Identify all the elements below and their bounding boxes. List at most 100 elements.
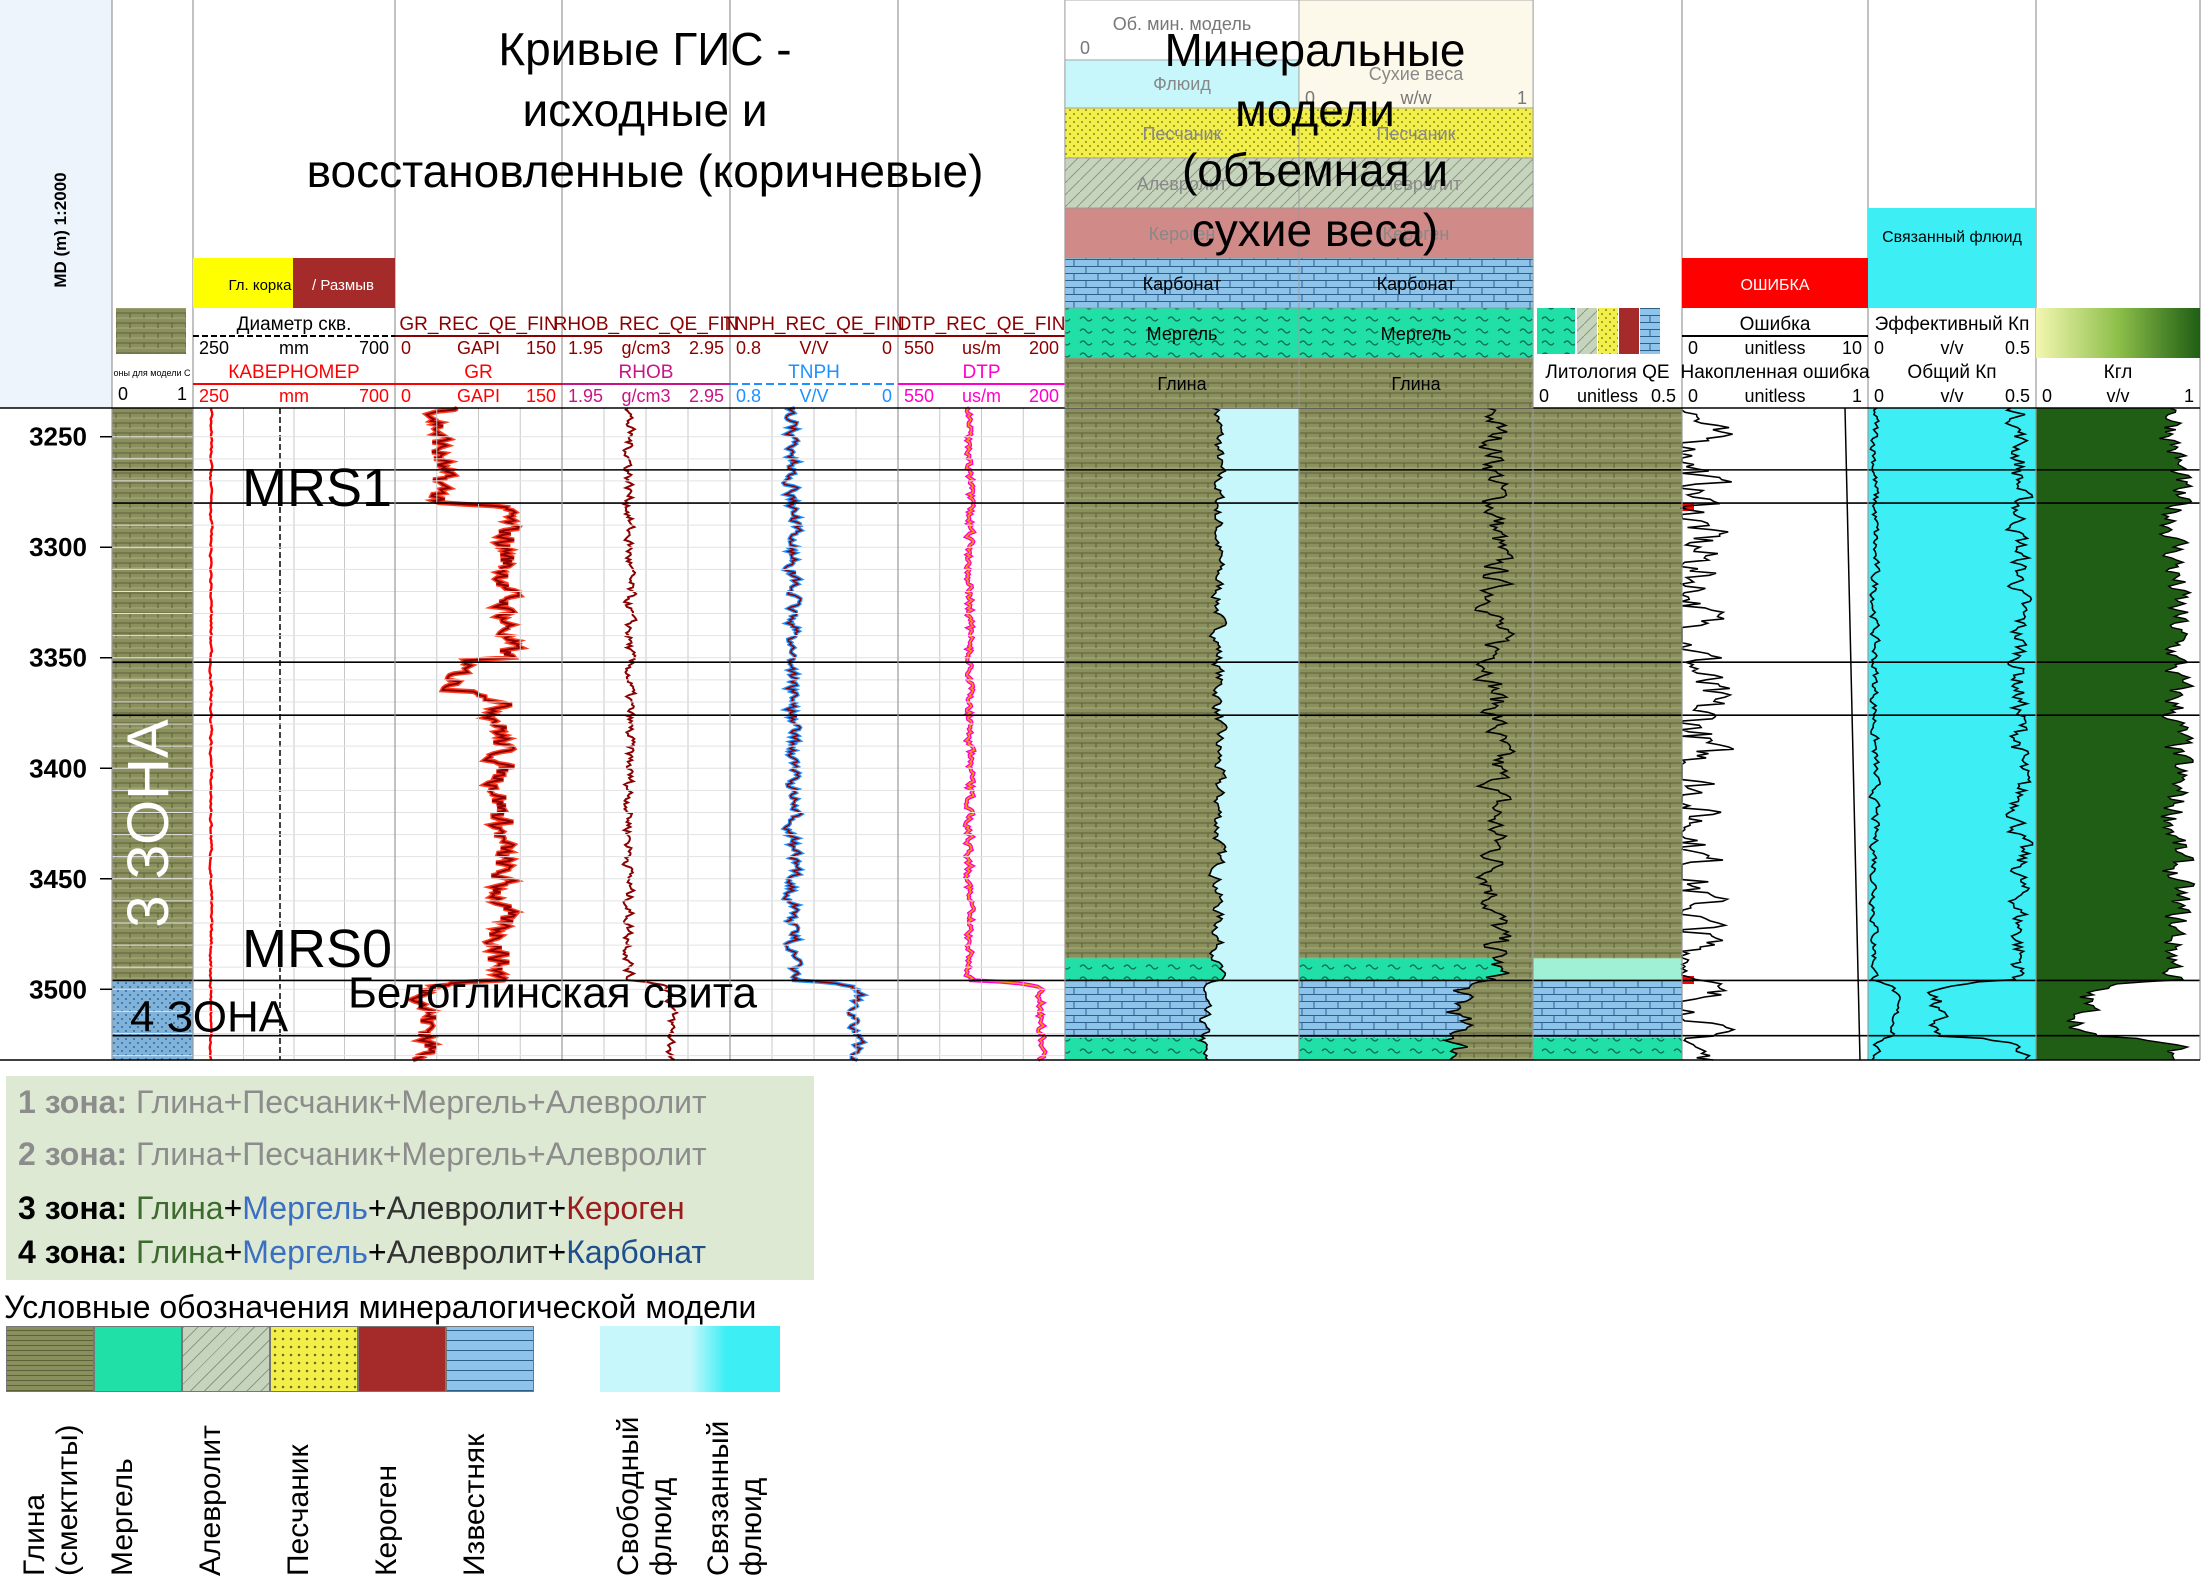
vol-model-curve xyxy=(1197,407,1228,1061)
dtp-rec-scale-unit: us/m xyxy=(962,338,1001,358)
caliper-name: КАВЕРНОМЕР xyxy=(228,362,359,383)
error-name: Ошибка xyxy=(1740,314,1811,335)
legend-label-text: Свободный флюид xyxy=(612,1416,678,1576)
legend-label-marl: Мергель xyxy=(106,1400,196,1576)
tnph-name: TNPH xyxy=(788,362,840,383)
zone-composition-part: + xyxy=(547,1234,567,1270)
gr-rec-scale-left: 0 xyxy=(401,338,411,358)
dry-row-label: Алевролит xyxy=(1371,174,1462,194)
bound-fluid-legend-swatch xyxy=(1868,208,2036,308)
zone-composition-part: Глина xyxy=(136,1190,224,1226)
vol-row-label: Глина xyxy=(1157,374,1207,394)
bit-size-scale-unit: mm xyxy=(279,338,309,358)
depth-tick-label: 3500 xyxy=(29,974,87,1004)
vclay-scale-left: 0 xyxy=(2042,386,2052,406)
legend-label-sand: Песчаник xyxy=(282,1400,372,1576)
lith-legend-swatch xyxy=(1640,308,1660,354)
lith-marl-fill-2 xyxy=(1533,1037,1682,1060)
legend-swatch-lime xyxy=(446,1326,534,1392)
mineral-title-line: модели xyxy=(1235,84,1395,136)
rhob-rec-scale-right: 2.95 xyxy=(689,338,724,358)
cumulative-error-curve xyxy=(1844,407,1861,1061)
gr-scale-unit: GAPI xyxy=(457,386,500,406)
vol-title: Об. мин. модель xyxy=(1113,14,1251,34)
mudcake-legend-label: Гл. корка xyxy=(228,277,292,294)
cum-error-scale-unit: unitless xyxy=(1744,386,1805,406)
bit-size-scale-left: 250 xyxy=(199,338,229,358)
vol-fluid-area xyxy=(1199,408,1299,1060)
gr-scale-left: 0 xyxy=(401,386,411,406)
depth-tick-label: 3450 xyxy=(29,864,87,894)
dry-row-label: Глина xyxy=(1391,374,1441,394)
caliper-scale-right: 700 xyxy=(359,386,389,406)
vclay-fill xyxy=(2036,408,2195,1060)
vol-row-label: Мергель xyxy=(1147,324,1218,344)
zone-composition-label: 1 зона: xyxy=(18,1084,137,1120)
gr-rec-curve xyxy=(408,407,525,1061)
legend-label-text: Известняк xyxy=(458,1433,491,1576)
zone-composition-part: Мергель xyxy=(242,1234,368,1270)
vol-header-row-0 xyxy=(1064,0,1300,61)
dry-scale-left: 0 xyxy=(1305,88,1315,108)
legend-label-lime: Известняк xyxy=(458,1400,548,1576)
dry-header-row-5 xyxy=(1298,307,1534,359)
zone-composition-line: 2 зона: Глина+Песчаник+Мергель+Алевролит xyxy=(18,1136,707,1173)
dry-header-row-2 xyxy=(1298,157,1534,209)
effective-porosity-curve xyxy=(1868,407,1901,1061)
dry-row-label: Карбонат xyxy=(1377,274,1456,294)
zone-composition-part: + xyxy=(547,1190,567,1226)
lith-legend-swatch xyxy=(1619,308,1639,354)
legend-swatch-clay xyxy=(6,1326,94,1392)
lith-scale-left: 0 xyxy=(1539,386,1549,406)
tot-porosity-name: Общий Кп xyxy=(1907,362,1996,383)
dtp-rec-curve xyxy=(963,407,1047,1061)
lith-legend-swatch xyxy=(1537,308,1575,354)
legend-label-kero: Кероген xyxy=(370,1400,460,1576)
tot-porosity-scale-left: 0 xyxy=(1874,386,1884,406)
eff-porosity-scale-unit: v/v xyxy=(1940,338,1963,358)
tnph-rec-curve xyxy=(782,407,866,1061)
error-spike xyxy=(1682,503,1694,512)
mudcake-legend-swatch xyxy=(193,258,293,308)
zone-composition-part: Кероген xyxy=(566,1190,685,1226)
mrs1-label: MRS1 xyxy=(242,458,392,518)
lith-lime-fill xyxy=(1533,980,1682,1038)
depth-tick-label: 3400 xyxy=(29,753,87,783)
gr-name: GR xyxy=(464,362,493,383)
zones-scale-right: 1 xyxy=(177,384,187,404)
legend-swatch-sand xyxy=(270,1326,358,1392)
dry-marl-fill xyxy=(1299,958,1533,981)
legend-label-text: Глина (смектиты) xyxy=(18,1424,84,1576)
tnph-rec-scale-left: 0.8 xyxy=(736,338,761,358)
zone-composition-part: + xyxy=(223,1190,243,1226)
lith-marl-fill xyxy=(1533,958,1682,981)
dry-fluid-area xyxy=(1444,408,1533,1060)
lith-legend-swatch xyxy=(1598,308,1618,354)
gr-rec-name: GR_REC_QE_FIN xyxy=(399,314,557,335)
bit-size-name: Диаметр скв. xyxy=(237,314,352,335)
vol-header-row-5 xyxy=(1064,257,1300,309)
zone-composition-part: Алевролит xyxy=(386,1190,548,1226)
tnph-scale-right: 0 xyxy=(882,386,892,406)
legend-label-text: Мергель xyxy=(106,1458,139,1576)
log-panel: оны для модели С0 1Гл. корка / РазмывДиаме… xyxy=(0,0,2201,1063)
vol-header-row-1 xyxy=(1064,59,1300,109)
legend-swatch-silt xyxy=(182,1326,270,1392)
dry-header-row-1 xyxy=(1298,107,1534,159)
dry-scale-unit: w/w xyxy=(1400,88,1433,108)
zone-composition-line: 4 зона: Глина+Мергель+Алевролит+Карбонат xyxy=(18,1234,706,1271)
zone-composition-line: 3 зона: Глина+Мергель+Алевролит+Кероген xyxy=(18,1190,685,1227)
dtp-rec-name: DTP_REC_QE_FIN xyxy=(898,314,1066,335)
zone-composition-label: 3 зона: xyxy=(18,1190,137,1226)
washout-legend-swatch xyxy=(293,258,395,308)
legend-label-text: Алевролит xyxy=(194,1425,227,1576)
legend-swatch-bound xyxy=(690,1326,780,1392)
error-scale-left: 0 xyxy=(1688,338,1698,358)
caliper-curve xyxy=(208,407,214,1061)
vol-header-row-4 xyxy=(1064,207,1300,259)
depth-axis-label: MD (m) 1:2000 xyxy=(51,172,70,287)
vol-header-row-6 xyxy=(1064,307,1300,359)
vclay-name: Кгл xyxy=(2104,362,2133,383)
dry-header-row-4 xyxy=(1298,257,1534,309)
cum-error-name: Накопленная ошибка xyxy=(1680,362,1869,383)
